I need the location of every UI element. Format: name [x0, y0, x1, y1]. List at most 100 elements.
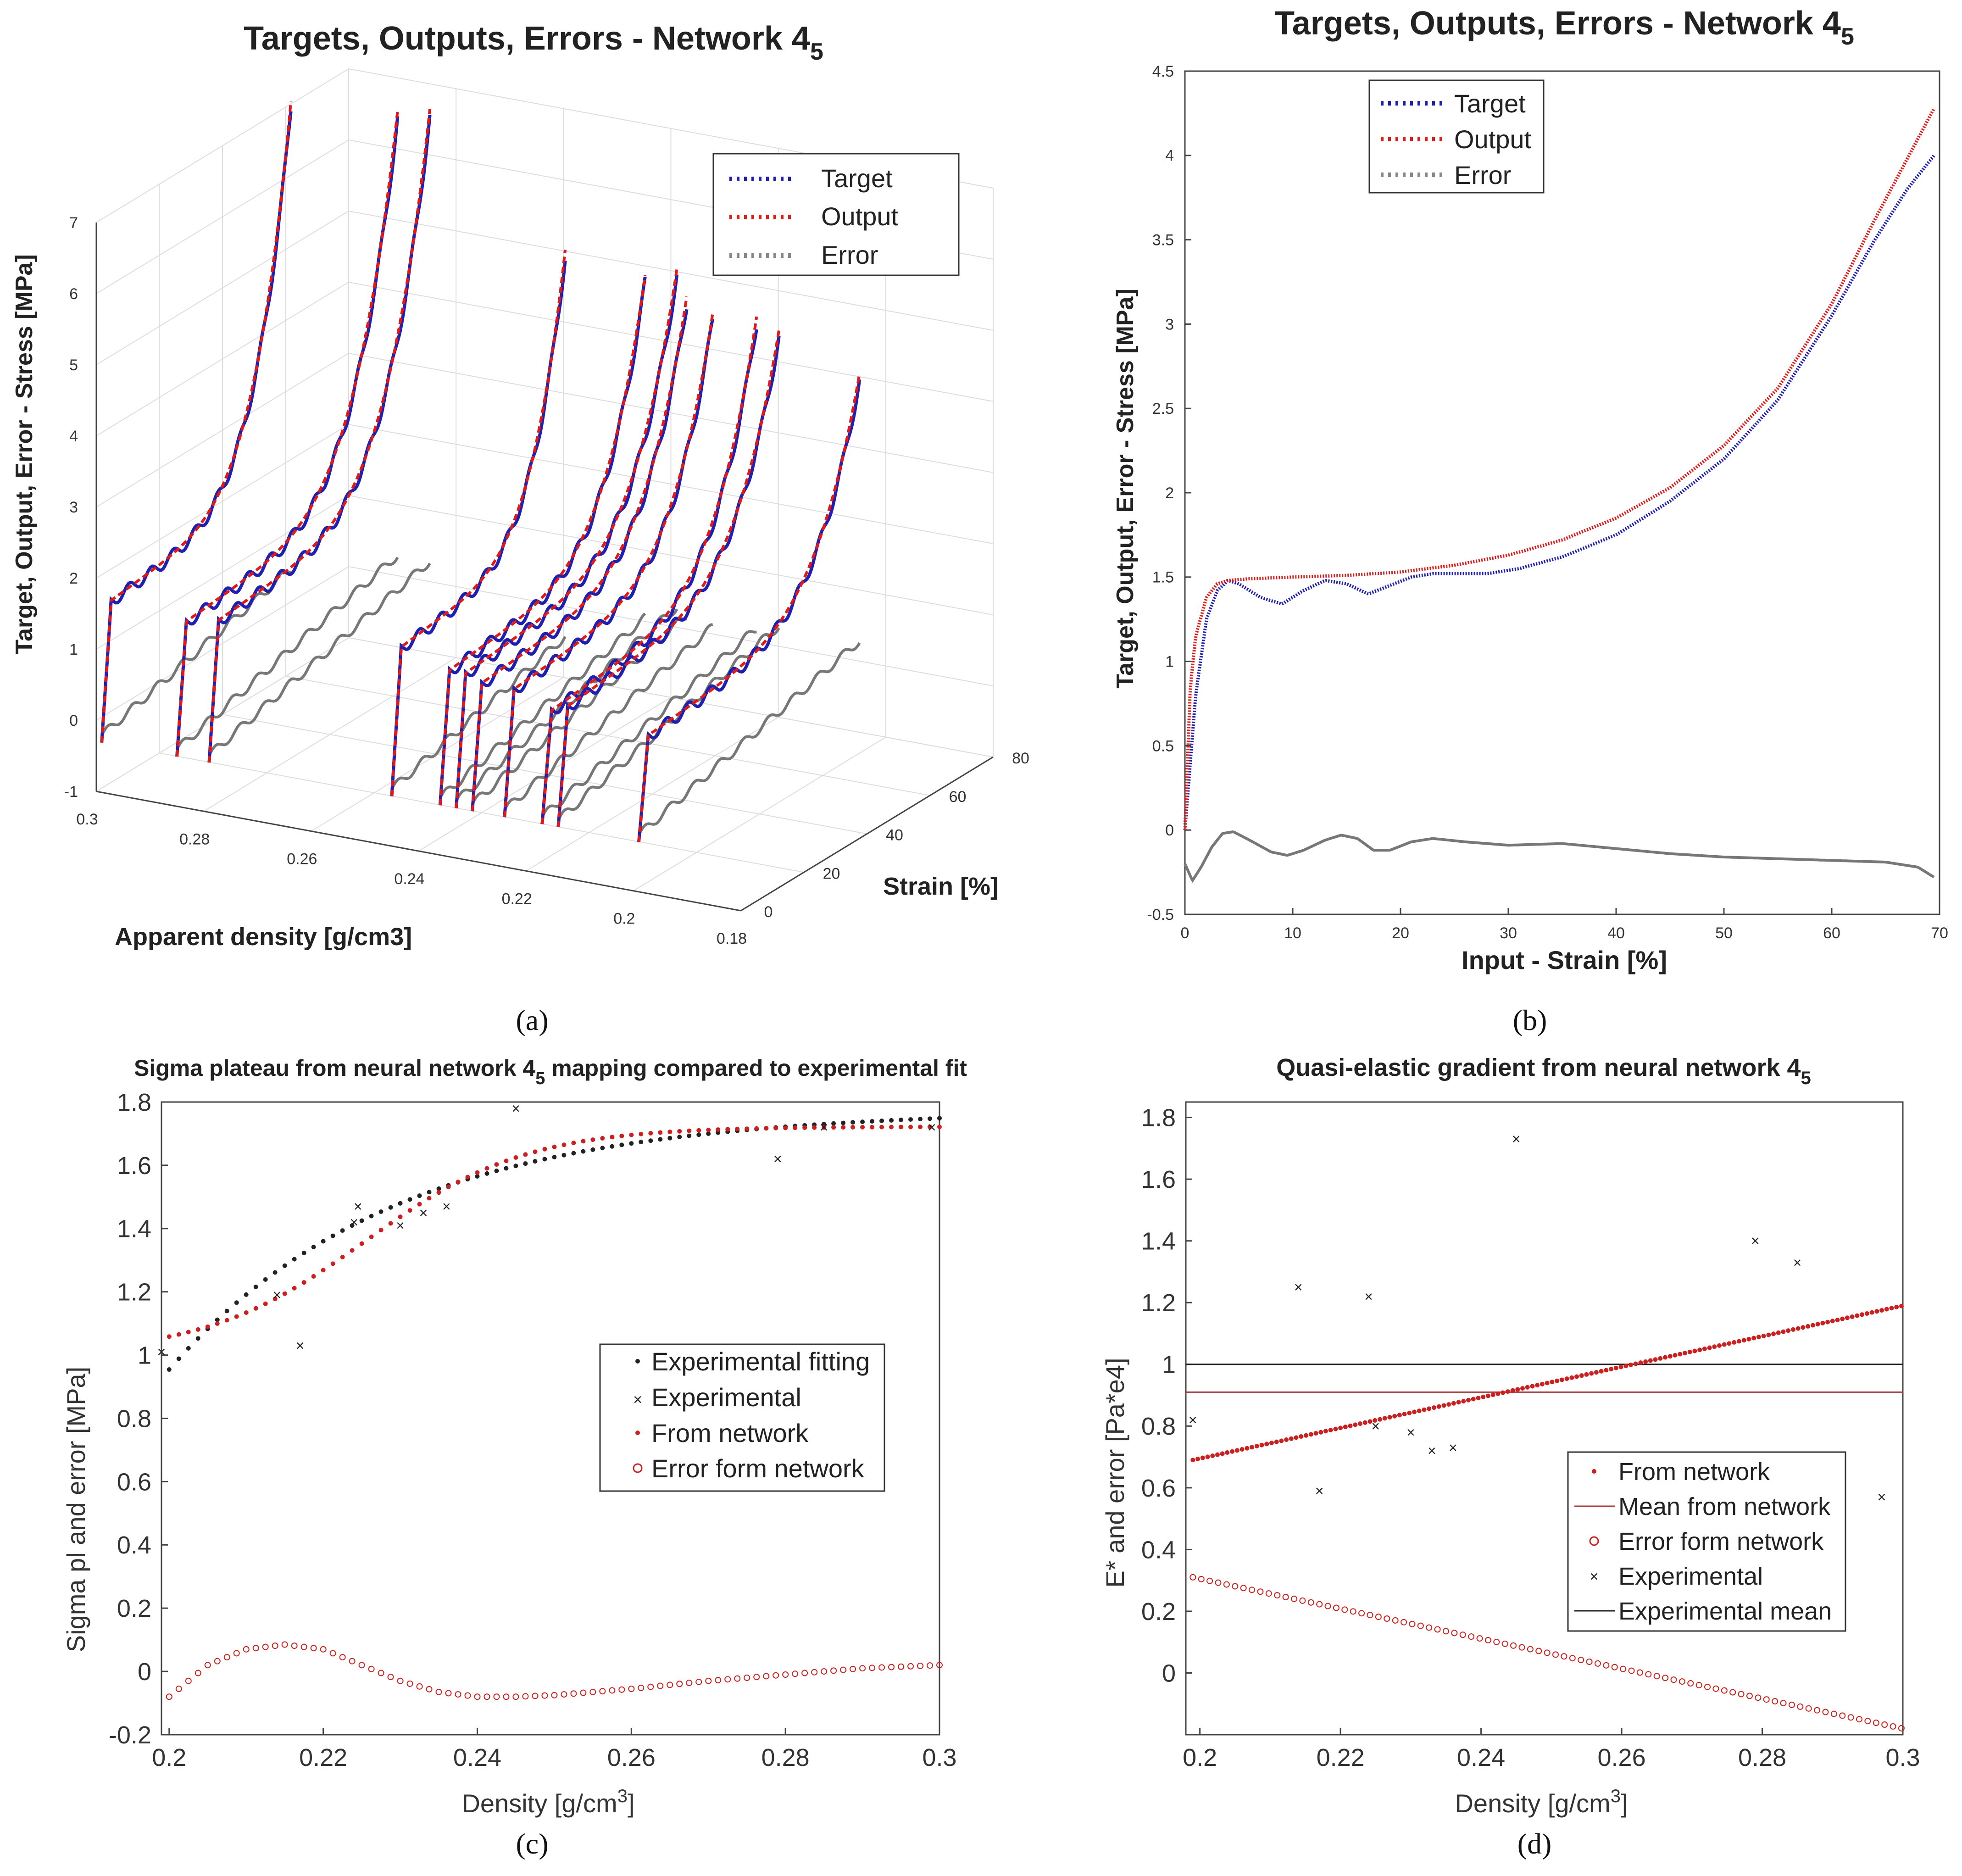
panel-c-network-dot-37: [523, 1152, 528, 1157]
panel-c-fit-dot-39: [542, 1157, 547, 1162]
panel-d-error-dot-67: [1755, 1694, 1762, 1701]
panel-d-network-dot-88: [1623, 1364, 1629, 1369]
panel-c-fit-dot-77: [908, 1117, 913, 1122]
panel-c-ytick-label-1: 0: [138, 1658, 151, 1686]
panel-c-error-dot-3: [195, 1670, 201, 1676]
panel-d-experimental-point-4: ×: [1371, 1418, 1380, 1434]
panel-c-network-dot-2: [186, 1330, 191, 1335]
panel-d-error-dot-11: [1282, 1594, 1289, 1601]
panel-a-output-curve-9: [556, 329, 781, 828]
panel-d-ytick-label-4: 0.8: [1141, 1413, 1176, 1440]
panel-d-error-dot-18: [1341, 1606, 1348, 1613]
panel-c-error-dot-28: [435, 1688, 442, 1695]
panel-c-network-dot-70: [841, 1125, 846, 1130]
panel-d-network-dot-33: [1353, 1422, 1358, 1427]
panel-d-network-dot-3: [1205, 1454, 1210, 1459]
panel-d-experimental-point-3: ×: [1364, 1288, 1373, 1305]
panel-d-xtick-label-2: 0.24: [1457, 1744, 1505, 1771]
panel-d-network-dot-51: [1441, 1403, 1446, 1408]
panel-c-network-dot-59: [735, 1126, 740, 1131]
panel-c-experimental-point-10: ×: [820, 1119, 828, 1136]
panel-c-error-dot-57: [715, 1677, 722, 1684]
panel-c-network-dot-50: [648, 1131, 653, 1136]
panel-d-network-dot-31: [1343, 1425, 1348, 1430]
panel-a-ztick-label-2: 1: [69, 641, 78, 658]
panel-d-network-dot-0: [1190, 1458, 1195, 1463]
panel-b-legend-target: Target: [1454, 89, 1526, 118]
panel-a-xtick-label-1: 0.28: [179, 830, 210, 848]
panel-c-network-dot-52: [667, 1130, 673, 1135]
panel-c-error-dot-29: [445, 1690, 452, 1697]
panel-c-network-dot-72: [860, 1124, 865, 1130]
panel-c-network-dot-76: [899, 1124, 904, 1130]
panel-d-network-dot-86: [1613, 1365, 1618, 1370]
panel-c-network-dot-26: [417, 1202, 422, 1207]
panel-b-frame: [1184, 70, 1940, 915]
panel-d-scatter-chart: Quasi-elastic gradient from neural netwo…: [1100, 1054, 1920, 1860]
panel-a-output-curve-8: [540, 316, 758, 824]
panel-c-fit-dot-24: [398, 1201, 403, 1206]
panel-d-network-dot-92: [1643, 1359, 1648, 1364]
panel-c-network-dot-58: [725, 1127, 730, 1132]
panel-c-network-dot-41: [561, 1142, 567, 1147]
panel-c-network-dot-19: [350, 1248, 355, 1253]
panel-a-target-curve-4: [438, 276, 647, 806]
panel-d-error-dot-21: [1367, 1612, 1373, 1619]
panel-d-network-dot-59: [1481, 1394, 1486, 1399]
panel-b-ytick-label-1: 0: [1165, 822, 1174, 839]
panel-c-error-dot-39: [541, 1692, 548, 1699]
panel-c-ytick-label-10: 1.8: [117, 1089, 151, 1116]
panel-d-network-dot-41: [1392, 1414, 1397, 1419]
panel-c-network-dot-20: [359, 1241, 364, 1246]
panel-a-ztick-label-4: 3: [69, 499, 78, 516]
panel-d-network-dot-105: [1707, 1345, 1712, 1350]
panel-c-error-dot-9: [252, 1645, 259, 1652]
panel-a-error-curve-2: [208, 562, 431, 756]
panel-a-legend-error: Error: [821, 240, 878, 269]
panel-d-error-dot-50: [1611, 1664, 1618, 1670]
panel-d-network-dot-134: [1850, 1314, 1855, 1319]
panel-a-legend-output: Output: [821, 202, 899, 231]
panel-d-network-dot-85: [1609, 1367, 1614, 1372]
panel-c-error-dot-63: [773, 1672, 779, 1679]
panel-d-legend-experimental-marker: ×: [1590, 1568, 1599, 1585]
panel-a-legend-target: Target: [821, 164, 893, 193]
panel-c-error-dot-6: [223, 1654, 230, 1661]
panel-c-network-dot-14: [301, 1280, 306, 1285]
panel-a-ztick-label-7: 6: [69, 285, 78, 303]
panel-d-network-dot-110: [1732, 1340, 1737, 1345]
panel-d-error-dot-28: [1426, 1624, 1433, 1631]
panel-c-error-dot-33: [484, 1693, 490, 1700]
panel-c-network-dot-33: [484, 1166, 489, 1171]
panel-d-error-dot-62: [1712, 1685, 1719, 1692]
panel-c-fit-dot-76: [899, 1117, 904, 1122]
panel-d-network-dot-56: [1466, 1397, 1471, 1403]
panel-c-network-dot-3: [195, 1327, 200, 1332]
panel-c-network-dot-4: [205, 1324, 210, 1329]
panel-c-network-dot-38: [533, 1149, 538, 1154]
panel-a-ztick-label-6: 5: [69, 356, 78, 374]
panel-c-error-dot-58: [724, 1676, 731, 1683]
panel-d-network-dot-47: [1422, 1407, 1427, 1412]
panel-c-error-dot-46: [609, 1687, 616, 1694]
panel-d-network-dot-27: [1323, 1429, 1328, 1434]
panel-d-error-dot-47: [1586, 1658, 1593, 1665]
panel-d-xtick-label-3: 0.26: [1598, 1744, 1646, 1771]
panel-a-ytick-label-2: 40: [886, 827, 903, 844]
panel-a-xtick-label-6: 0.18: [717, 930, 747, 947]
panel-c-network-dot-75: [889, 1124, 894, 1130]
panel-c-ytick-label-6: 1: [138, 1342, 151, 1369]
panel-d-network-dot-135: [1855, 1313, 1860, 1318]
panel-c-error-dot-40: [551, 1692, 558, 1698]
panel-d-network-dot-71: [1540, 1381, 1545, 1386]
panel-c-fit-dot-18: [340, 1228, 345, 1233]
panel-d-error-dot-24: [1392, 1617, 1399, 1624]
panel-c-experimental-point-5: ×: [396, 1217, 405, 1234]
panel-c-plot-area: 0.2 0.22 0.24 0.26 0.28 0.3 -0.2 0 0.2 0.4 0.6 0.8 1…: [109, 1089, 957, 1771]
panel-d-error-dot-5: [1232, 1583, 1239, 1590]
panel-d-error-dot-63: [1721, 1687, 1728, 1694]
panel-d-error-dot-75: [1822, 1709, 1829, 1715]
panel-c-fit-dot-23: [388, 1205, 393, 1210]
panel-c-error-dot-62: [763, 1673, 770, 1680]
panel-d-plot-area: 0.2 0.22 0.24 0.26 0.28 0.3 0 0.2 0.4 0.6 0.8 1 1.2 1…: [1141, 1101, 1920, 1771]
